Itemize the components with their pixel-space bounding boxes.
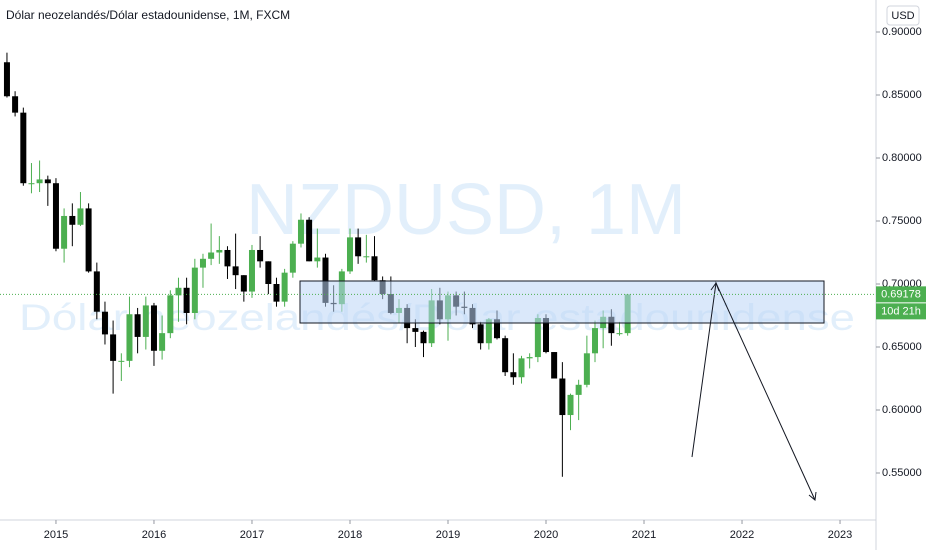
x-tick-label: 2023 [828,529,852,541]
countdown-label: 10d 21h [881,305,921,317]
candle-body [175,287,182,296]
candle-body [297,219,304,244]
candle-body [518,358,525,378]
x-tick-label: 2016 [142,529,166,541]
candle-body [567,394,574,416]
watermark-symbol: NZDUSD, 1M [246,170,686,250]
candle-body [36,179,43,184]
candle-body [559,378,566,416]
candle-body [191,267,198,313]
candle-body [526,357,533,359]
candle-body [477,324,484,344]
candle-body [257,249,264,262]
candle-body [118,360,125,362]
chart-title: Dólar neozelandés/Dólar estadounidense, … [6,8,290,22]
candle-body [510,372,517,378]
y-tick-label: 0.85000 [882,89,922,101]
candle-body [134,314,141,337]
candle-body [322,257,329,303]
candle-body [208,252,215,259]
candle-body [28,183,35,185]
y-tick-label: 0.65000 [882,341,922,353]
candle-body [616,333,623,335]
last-price-label: 0.69178 [881,288,921,300]
y-tick-label: 0.60000 [882,404,922,416]
candle-body [363,256,370,258]
arrow-head [710,281,720,292]
candle-body [216,249,223,253]
candle-body [355,237,362,257]
candle-body [85,208,92,272]
candle-body [52,183,59,249]
arrow-head [808,491,817,501]
candle-body [575,384,582,395]
candle-body [224,249,231,267]
plot-area [3,52,631,477]
candle-body [110,334,117,361]
candle-body [44,179,51,184]
last-price-badge [876,286,926,303]
candle-body [77,208,84,225]
candle-body [592,328,599,354]
y-tick-label: 0.55000 [882,467,922,479]
candle-body [93,271,100,312]
candle-body [543,318,550,353]
candle-body [502,338,509,373]
candle-body [265,261,272,285]
x-tick-label: 2021 [632,529,656,541]
candle-body [20,112,27,184]
candle-body [150,305,157,351]
candle-body [281,272,288,302]
candle-body [534,318,541,358]
candle-body [608,316,615,334]
candle-body [314,257,321,262]
y-tick-label: 0.80000 [882,152,922,164]
candle-body [273,284,280,302]
candle-body [159,333,166,351]
candle-body [69,215,76,225]
x-tick-label: 2020 [534,529,558,541]
candle-body [232,266,239,276]
candle-body [551,352,558,379]
candle-body [346,237,353,272]
candle-body [12,96,19,113]
candle-body [420,331,427,344]
x-tick-label: 2019 [436,529,460,541]
candle-body [126,314,133,361]
countdown-badge [876,303,926,320]
candle-body [167,295,174,334]
candle-body [412,328,419,332]
currency-label: USD [891,10,914,22]
candle-body [289,243,296,273]
candle-body [371,256,378,281]
candle-body [485,319,492,344]
candle-body [494,319,501,339]
y-tick-label: 0.75000 [882,215,922,227]
candle-body [248,249,255,292]
candle-body [101,311,108,335]
candle-body [240,275,247,292]
candle-body [199,258,206,268]
candle-body [306,219,313,262]
candle-body [183,287,190,313]
y-tick-label: 0.90000 [882,26,922,38]
zone-rectangle [299,280,825,324]
candle-body [3,62,10,97]
candle-body [142,305,149,337]
x-tick-label: 2015 [44,529,68,541]
currency-badge[interactable] [886,5,920,26]
x-tick-label: 2022 [730,529,754,541]
candle-body [583,353,590,385]
x-tick-label: 2018 [338,529,362,541]
x-tick-label: 2017 [240,529,264,541]
candle-body [61,215,68,249]
